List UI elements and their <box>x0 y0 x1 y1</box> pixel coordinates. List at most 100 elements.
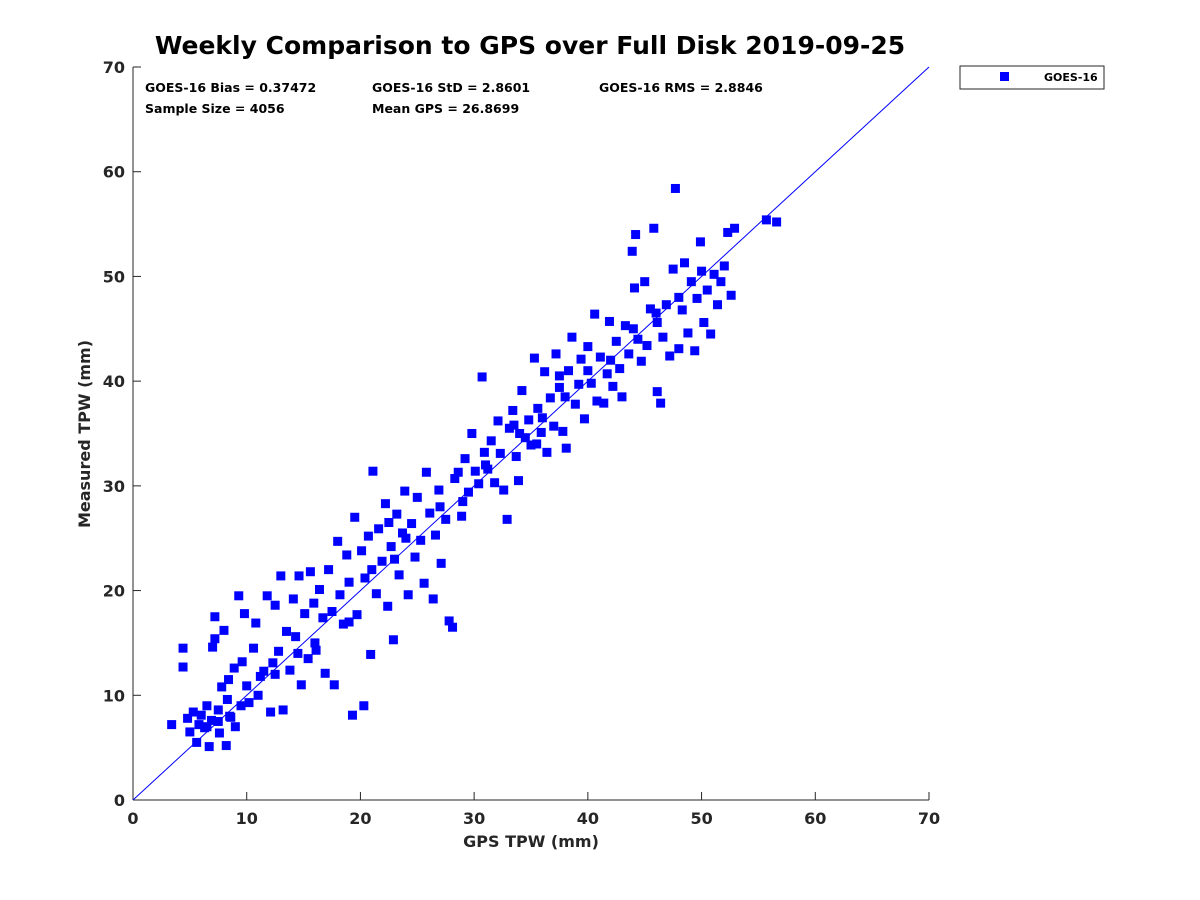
x-axis-label: GPS TPW (mm) <box>463 832 599 851</box>
scatter-point <box>508 405 518 415</box>
scatter-point <box>652 318 662 328</box>
scatter-point <box>251 618 261 628</box>
scatter-point <box>249 643 259 653</box>
scatter-point <box>268 658 278 668</box>
scatter-point <box>726 290 736 300</box>
scatter-point <box>167 720 177 730</box>
scatter-point <box>686 277 696 287</box>
scatter-point <box>398 528 408 538</box>
scatter-point <box>178 643 188 653</box>
scatter-point <box>537 413 547 423</box>
legend-entry-goes16: GOES-16 <box>1044 71 1098 84</box>
scatter-point <box>564 366 574 376</box>
scatter-point <box>592 396 602 406</box>
scatter-point <box>576 354 586 364</box>
y-tick-label: 40 <box>103 372 125 391</box>
scatter-point <box>444 616 454 626</box>
data-points <box>167 183 782 752</box>
scatter-point <box>410 552 420 562</box>
scatter-point <box>208 642 218 652</box>
scatter-point <box>237 657 247 667</box>
scatter-point <box>570 399 580 409</box>
stat-sample-size: Sample Size = 4056 <box>145 101 285 116</box>
scatter-point <box>606 355 616 365</box>
scatter-point <box>470 466 480 476</box>
scatter-point <box>540 367 550 377</box>
scatter-point <box>363 531 373 541</box>
y-axis-label: Measured TPW (mm) <box>75 340 94 528</box>
scatter-point <box>520 433 530 443</box>
scatter-point <box>242 681 252 691</box>
scatter-point <box>386 542 396 552</box>
scatter-point <box>665 351 675 361</box>
scatter-point <box>244 698 254 708</box>
scatter-point <box>206 715 216 725</box>
scatter-point <box>368 466 378 476</box>
scatter-point <box>305 567 315 577</box>
scatter-point <box>532 439 542 449</box>
scatter-point <box>213 716 223 726</box>
scatter-point <box>631 230 641 240</box>
scatter-point <box>293 648 303 658</box>
scatter-point <box>712 300 722 310</box>
scatter-point <box>285 665 295 675</box>
scatter-point <box>627 246 637 256</box>
scatter-point <box>412 492 422 502</box>
scatter-point <box>357 546 367 556</box>
scatter-point <box>236 701 246 711</box>
scatter-point <box>371 589 381 599</box>
x-tick-label: 30 <box>463 809 485 828</box>
scatter-point <box>509 420 519 430</box>
scatter-point <box>400 486 410 496</box>
scatter-point <box>352 610 362 620</box>
scatter-point <box>421 467 431 477</box>
scatter-point <box>586 378 596 388</box>
scatter-point <box>255 671 265 681</box>
x-tick-label: 20 <box>349 809 371 828</box>
scatter-point <box>300 609 310 619</box>
scatter-point <box>428 594 438 604</box>
scatter-point <box>499 485 509 495</box>
scatter-point <box>416 535 426 545</box>
scatter-point <box>294 571 304 581</box>
scatter-point <box>670 183 680 193</box>
scatter-point <box>656 398 666 408</box>
scatter-point <box>178 662 188 672</box>
y-tick-label: 0 <box>114 791 125 810</box>
scatter-point <box>561 443 571 453</box>
scatter-point <box>554 371 564 381</box>
x-tick-label: 50 <box>690 809 712 828</box>
scatter-point <box>221 741 231 751</box>
stat-bias: GOES-16 Bias = 0.37472 <box>145 80 316 95</box>
axes: 0 10 20 30 40 50 60 70 0 10 20 30 40 50 60 70 <box>103 58 940 828</box>
scatter-point <box>460 454 470 464</box>
scatter-point <box>642 341 652 351</box>
scatter-point <box>723 227 733 237</box>
scatter-point <box>434 485 444 495</box>
scatter-point <box>628 324 638 334</box>
scatter-point <box>344 617 354 627</box>
scatter-point <box>380 499 390 509</box>
scatter-point <box>194 720 204 730</box>
scatter-point <box>545 393 555 403</box>
scatter-point <box>702 285 712 295</box>
stat-std: GOES-16 StD = 2.8601 <box>372 80 530 95</box>
scatter-point <box>633 334 643 344</box>
scatter-point <box>234 591 244 601</box>
scatter-point <box>649 223 659 233</box>
scatter-point <box>347 710 357 720</box>
scatter-point <box>342 550 352 560</box>
scatter-point <box>604 316 614 326</box>
x-tick-label: 0 <box>127 809 138 828</box>
scatter-point <box>524 415 534 425</box>
scatter-point <box>645 304 655 314</box>
scatter-point <box>324 565 334 575</box>
scatter-point <box>192 737 202 747</box>
scatter-point <box>615 364 625 374</box>
scatter-point <box>477 372 487 382</box>
scatter-point <box>311 645 321 655</box>
scatter-point <box>333 536 343 546</box>
scatter-point <box>542 447 552 457</box>
scatter-point <box>558 426 568 436</box>
